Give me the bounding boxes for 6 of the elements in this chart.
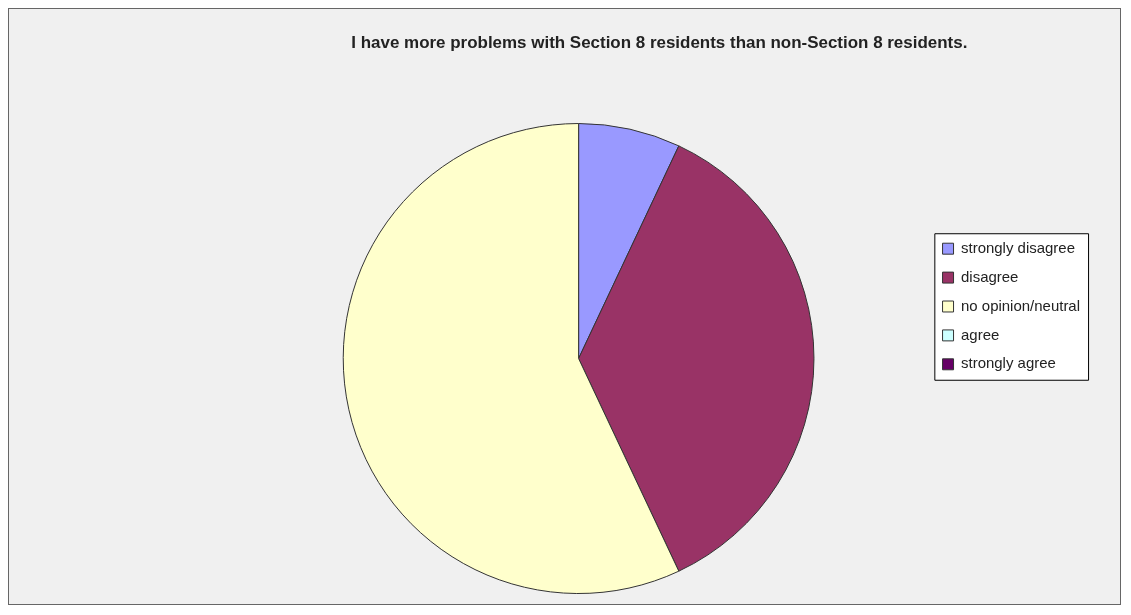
- chart-title: I have more problems with Section 8 residents than non-Section 8 residents.: [351, 32, 968, 52]
- legend-label: agree: [961, 325, 1000, 343]
- legend-label: no opinion/neutral: [961, 296, 1081, 314]
- legend-label: disagree: [961, 267, 1019, 285]
- legend-label: strongly agree: [961, 354, 1056, 372]
- legend-label: strongly disagree: [961, 238, 1075, 256]
